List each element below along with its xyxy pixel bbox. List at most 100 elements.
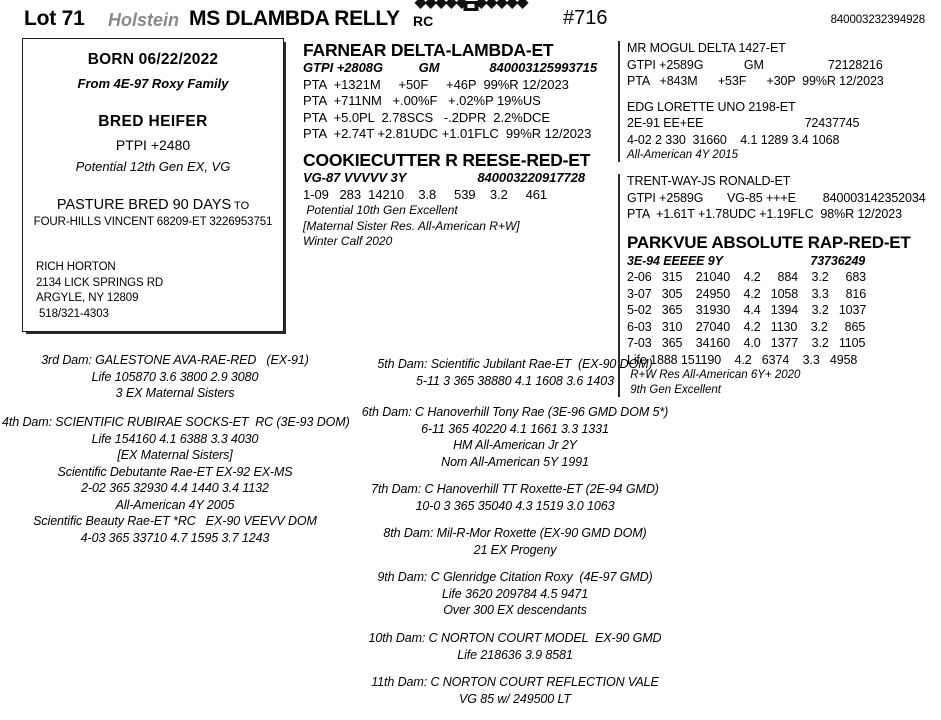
- animal-name: MS DLAMBDA RELLY: [189, 7, 400, 30]
- grandparent-name: PARKVUE ABSOLUTE RAP-RED-ET: [627, 232, 911, 252]
- sire-block: FARNEAR DELTA-LAMBDA-ET GTPI +2808G GM 8…: [303, 40, 613, 143]
- grandparent-data-row: GTPI +2589G GM 72128216: [627, 57, 883, 72]
- dam-generation-line: 2-02 365 32930 4.4 1440 3.4 1132: [81, 481, 269, 495]
- grandparent-data-row: 3E-94 EEEEE 9Y 73736249: [627, 253, 866, 268]
- grandparent-data-row: GTPI +2589G VG-85 +++E 840003142352034: [627, 190, 926, 205]
- born-date: BORN 06/22/2022: [87, 51, 219, 68]
- dam-generation-line: HM All-American Jr 2Y: [453, 438, 577, 452]
- sire-pta-type: PTA +2.74T +2.81UDC +1.01FLC 99%R 12/202…: [303, 126, 592, 141]
- dam-generation-title: 8th Dam: Mil-R-Mor Roxette (EX-90 GMD DO…: [383, 526, 647, 540]
- lot-number: Lot 71: [24, 7, 85, 30]
- grandparent-note: All-American 4Y 2015: [627, 149, 739, 161]
- dam-generation-title: 10th Dam: C NORTON COURT MODEL EX-90 GMD: [368, 631, 662, 645]
- pasture-bred-line: PASTURE BRED 90 DAYS TO: [23, 197, 283, 213]
- grandparent-column: MR MOGUL DELTA 1427-ET GTPI +2589G GM 721…: [618, 40, 938, 408]
- dam-generation-4: 4th Dam: SCIENTIFIC RUBIRAE SOCKS-ET RC …: [2, 414, 350, 546]
- dam-generation-line: 6-11 365 40220 4.1 1661 3.3 1331: [421, 421, 609, 436]
- grandparent-entry: PARKVUE ABSOLUTE RAP-RED-ET 3E-94 EEEEE 9…: [627, 232, 938, 399]
- pedigree-bracket: [618, 41, 620, 162]
- dam-block: COOKIECUTTER R REESE-RED-ET VG-87 VVVVV …: [303, 150, 613, 250]
- grandparent-entry: TRENT-WAY-JS RONALD-ET GTPI +2589G VG-85 …: [627, 173, 938, 223]
- dam-generation-line: Scientific Beauty Rae-ET *RC EX-90 VEEVV…: [33, 514, 317, 528]
- grandparent-data-row: 6-03 310 27040 4.2 1130 3.2 865: [627, 319, 866, 334]
- breed-label: Holstein: [108, 10, 180, 30]
- dam-generation-line: Life 218636 3.9 8581: [457, 647, 573, 662]
- dam-note-winter-calf: Winter Calf 2020: [303, 234, 393, 248]
- grandparent-data-row: 4-02 2 330 31660 4.1 1289 3.4 1068: [627, 132, 840, 147]
- dam-generation-line: Life 105870 3.6 3800 2.9 3080: [91, 369, 259, 384]
- dam-generation-title: 5th Dam: Scientific Jubilant Rae-ET (EX-…: [377, 357, 653, 371]
- grandparent-name: MR MOGUL DELTA 1427-ET: [627, 41, 786, 55]
- decorative-top-border: ◆◆◆◆◆ ◆◆◆◆◆: [0, 0, 941, 11]
- grandparent-note: R+W Res All-American 6Y+ 2020: [627, 369, 801, 381]
- dam-name: COOKIECUTTER R REESE-RED-ET: [303, 150, 591, 170]
- animal-class: BRED HEIFER: [98, 113, 208, 130]
- dam-generation-line: Over 300 EX descendants: [443, 603, 587, 617]
- dam-production-record: 1-09 283 14210 3.8 539 3.2 461: [303, 186, 548, 202]
- dam-generation-title: 9th Dam: C Glenridge Citation Roxy (4E-9…: [377, 570, 653, 584]
- dam-generation-line: Life 3620 209784 4.5 9471: [441, 586, 589, 601]
- grandparent-group: MR MOGUL DELTA 1427-ET GTPI +2589G GM 721…: [618, 40, 938, 163]
- grandparent-group: TRENT-WAY-JS RONALD-ET GTPI +2589G VG-85 …: [618, 173, 938, 398]
- sire-pta-pl: PTA +5.0PL 2.78SCS -.2DPR 2.2%DCE: [303, 109, 551, 125]
- owner-name: RICH HORTON: [36, 261, 116, 273]
- owner-block: RICH HORTON 2134 LICK SPRINGS RD ARGYLE,…: [36, 260, 163, 322]
- grandparent-data-row: 2E-91 EE+EE 72437745: [627, 116, 860, 130]
- grandparent-data-row: 2-06 315 21040 4.2 884 3.2 683: [627, 270, 867, 284]
- dam-generation-title: 7th Dam: C Hanoverhill TT Roxette-ET (2E…: [371, 482, 659, 496]
- dam-generation-title: 11th Dam: C NORTON COURT REFLECTION VALE: [371, 675, 659, 689]
- tag-number: #716: [563, 7, 608, 29]
- dam-generation-line: Nom All-American 5Y 1991: [441, 454, 589, 469]
- dam-generation-line: 3 EX Maternal Sisters: [115, 386, 235, 400]
- dam-generation-6: 6th Dam: C Hanoverhill Tony Rae (3E-96 G…: [330, 404, 700, 470]
- animal-name-suffix: RC: [413, 13, 434, 29]
- dam-generation-line: 5-11 3 365 38880 4.1 1608 3.6 1403: [416, 373, 614, 388]
- grandparent-data-row: PTA +1.61T +1.78UDC +1.19FLC 98%R 12/202…: [627, 207, 902, 221]
- grandparent-data-row: 5-02 365 31930 4.4 1394 3.2 1037: [627, 303, 867, 317]
- dam-generation-line: [EX Maternal Sisters]: [117, 448, 233, 462]
- dam-note-potential: Potential 10th Gen Excellent: [303, 203, 458, 217]
- ptpi-value: PTPI +2480: [115, 137, 191, 153]
- dam-generation-line: Life 154160 4.1 6388 3.3 4030: [91, 431, 259, 446]
- grandparent-data-row: 7-03 365 34160 4.0 1377 3.2 1105: [627, 336, 866, 350]
- dam-generation-3: 3rd Dam: GALESTONE AVA-RAE-RED (EX-91) Li…: [10, 352, 340, 402]
- grandparent-note: 9th Gen Excellent: [627, 384, 721, 396]
- grandparent-name: TRENT-WAY-JS RONALD-ET: [627, 174, 791, 188]
- center-ornament-icon: [463, 1, 478, 11]
- grandparent-entry: MR MOGUL DELTA 1427-ET GTPI +2589G GM 721…: [627, 40, 938, 90]
- dam-generation-title: 3rd Dam: GALESTONE AVA-RAE-RED (EX-91): [41, 353, 309, 367]
- potential-line: Potential 12th Gen EX, VG: [75, 159, 231, 174]
- lot-header: Lot 71 Holstein MS DLAMBDA RELLY RC #716…: [0, 6, 941, 34]
- sire-pta-milk: PTA +1321M +50F +46P 99%R 12/2023: [303, 76, 569, 92]
- owner-street: 2134 LICK SPRINGS RD: [36, 276, 164, 289]
- animal-info-box: BORN 06/22/2022 From 4E-97 Roxy Family B…: [22, 38, 284, 332]
- grandparent-entry: EDG LORETTE UNO 2198-ET 2E-91 EE+EE 72437…: [627, 99, 938, 164]
- dam-generation-title: 6th Dam: C Hanoverhill Tony Rae (3E-96 G…: [361, 405, 669, 419]
- grandparent-data-row: Life 1888 151190 4.2 6374 3.3 4958: [627, 352, 858, 367]
- dam-generation-9: 9th Dam: C Glenridge Citation Roxy (4E-9…: [330, 569, 700, 619]
- dam-generation-line: 4-03 365 33710 4.7 1595 3.7 1243: [80, 530, 270, 545]
- grandparent-name: EDG LORETTE UNO 2198-ET: [627, 99, 796, 114]
- dam-generation-10: 10th Dam: C NORTON COURT MODEL EX-90 GMD…: [330, 630, 700, 663]
- service-sire: FOUR-HILLS VINCENT 68209-ET 3226953751: [33, 216, 273, 228]
- dam-note-maternal-sister: [Maternal Sister Res. All-American R+W]: [303, 218, 520, 233]
- dam-generation-line: 10-0 3 365 35040 4.3 1519 3.0 1063: [415, 498, 615, 513]
- dam-class-line: VG-87 VVVVV 3Y 840003220917728: [303, 170, 586, 185]
- dam-generation-5: 5th Dam: Scientific Jubilant Rae-ET (EX-…: [330, 356, 700, 389]
- pasture-bred-to: TO: [231, 200, 250, 212]
- dam-generation-line: Scientific Debutante Rae-ET EX-92 EX-MS: [57, 464, 293, 479]
- pasture-bred-text: PASTURE BRED 90 DAYS: [56, 197, 232, 213]
- dam-generation-8: 8th Dam: Mil-R-Mor Roxette (EX-90 GMD DO…: [330, 525, 700, 558]
- sire-index-line: GTPI +2808G GM 840003125993715: [303, 60, 598, 75]
- dam-generation-7: 7th Dam: C Hanoverhill TT Roxette-ET (2E…: [330, 481, 700, 514]
- dam-generation-title: 4th Dam: SCIENTIFIC RUBIRAE SOCKS-ET RC …: [2, 415, 350, 429]
- pedigree-bracket: [618, 174, 620, 397]
- grandparent-data-row: PTA +843M +53F +30P 99%R 12/2023: [627, 74, 884, 88]
- owner-city-state: ARGYLE, NY 12809: [36, 292, 139, 304]
- sire-pta-nm: PTA +711NM +.00%F +.02%P 19%US: [303, 93, 541, 108]
- grandparent-data-row: 3-07 305 24950 4.2 1058 3.3 816: [627, 286, 867, 301]
- dam-generation-11: 11th Dam: C NORTON COURT REFLECTION VALE…: [330, 674, 700, 707]
- owner-phone: 518/321-4303: [39, 307, 109, 320]
- family-line: From 4E-97 Roxy Family: [77, 76, 229, 91]
- dam-generation-line: 21 EX Progeny: [473, 542, 557, 557]
